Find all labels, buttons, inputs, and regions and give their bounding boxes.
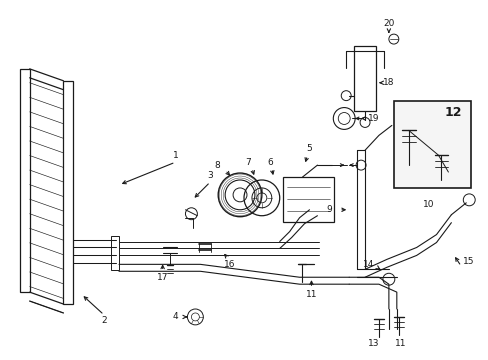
Bar [63, 81, 73, 304]
Text: 15: 15 [462, 257, 473, 266]
Text: 6: 6 [266, 158, 272, 167]
Text: 5: 5 [306, 144, 312, 153]
Text: 16: 16 [224, 260, 235, 269]
Text: 19: 19 [367, 114, 379, 123]
Text: 9: 9 [326, 205, 331, 214]
Text: 10: 10 [422, 200, 433, 209]
Text: 14: 14 [363, 260, 374, 269]
Text: 3: 3 [207, 171, 213, 180]
Text: 7: 7 [244, 158, 250, 167]
Bar [111, 235, 119, 270]
Bar [20, 69, 30, 292]
Bar [353, 46, 375, 111]
Text: 18: 18 [382, 78, 394, 87]
Text: 12: 12 [444, 106, 461, 119]
Text: 2: 2 [101, 316, 107, 325]
Text: 11: 11 [305, 289, 317, 298]
Bar [393, 100, 470, 188]
Text: 11: 11 [394, 339, 406, 348]
Text: 13: 13 [367, 339, 379, 348]
Text: 20: 20 [383, 19, 394, 28]
Text: 4: 4 [172, 312, 178, 321]
Text: 8: 8 [214, 161, 220, 170]
Bar [282, 177, 334, 222]
Text: 1: 1 [172, 151, 178, 160]
Text: 17: 17 [157, 273, 168, 282]
